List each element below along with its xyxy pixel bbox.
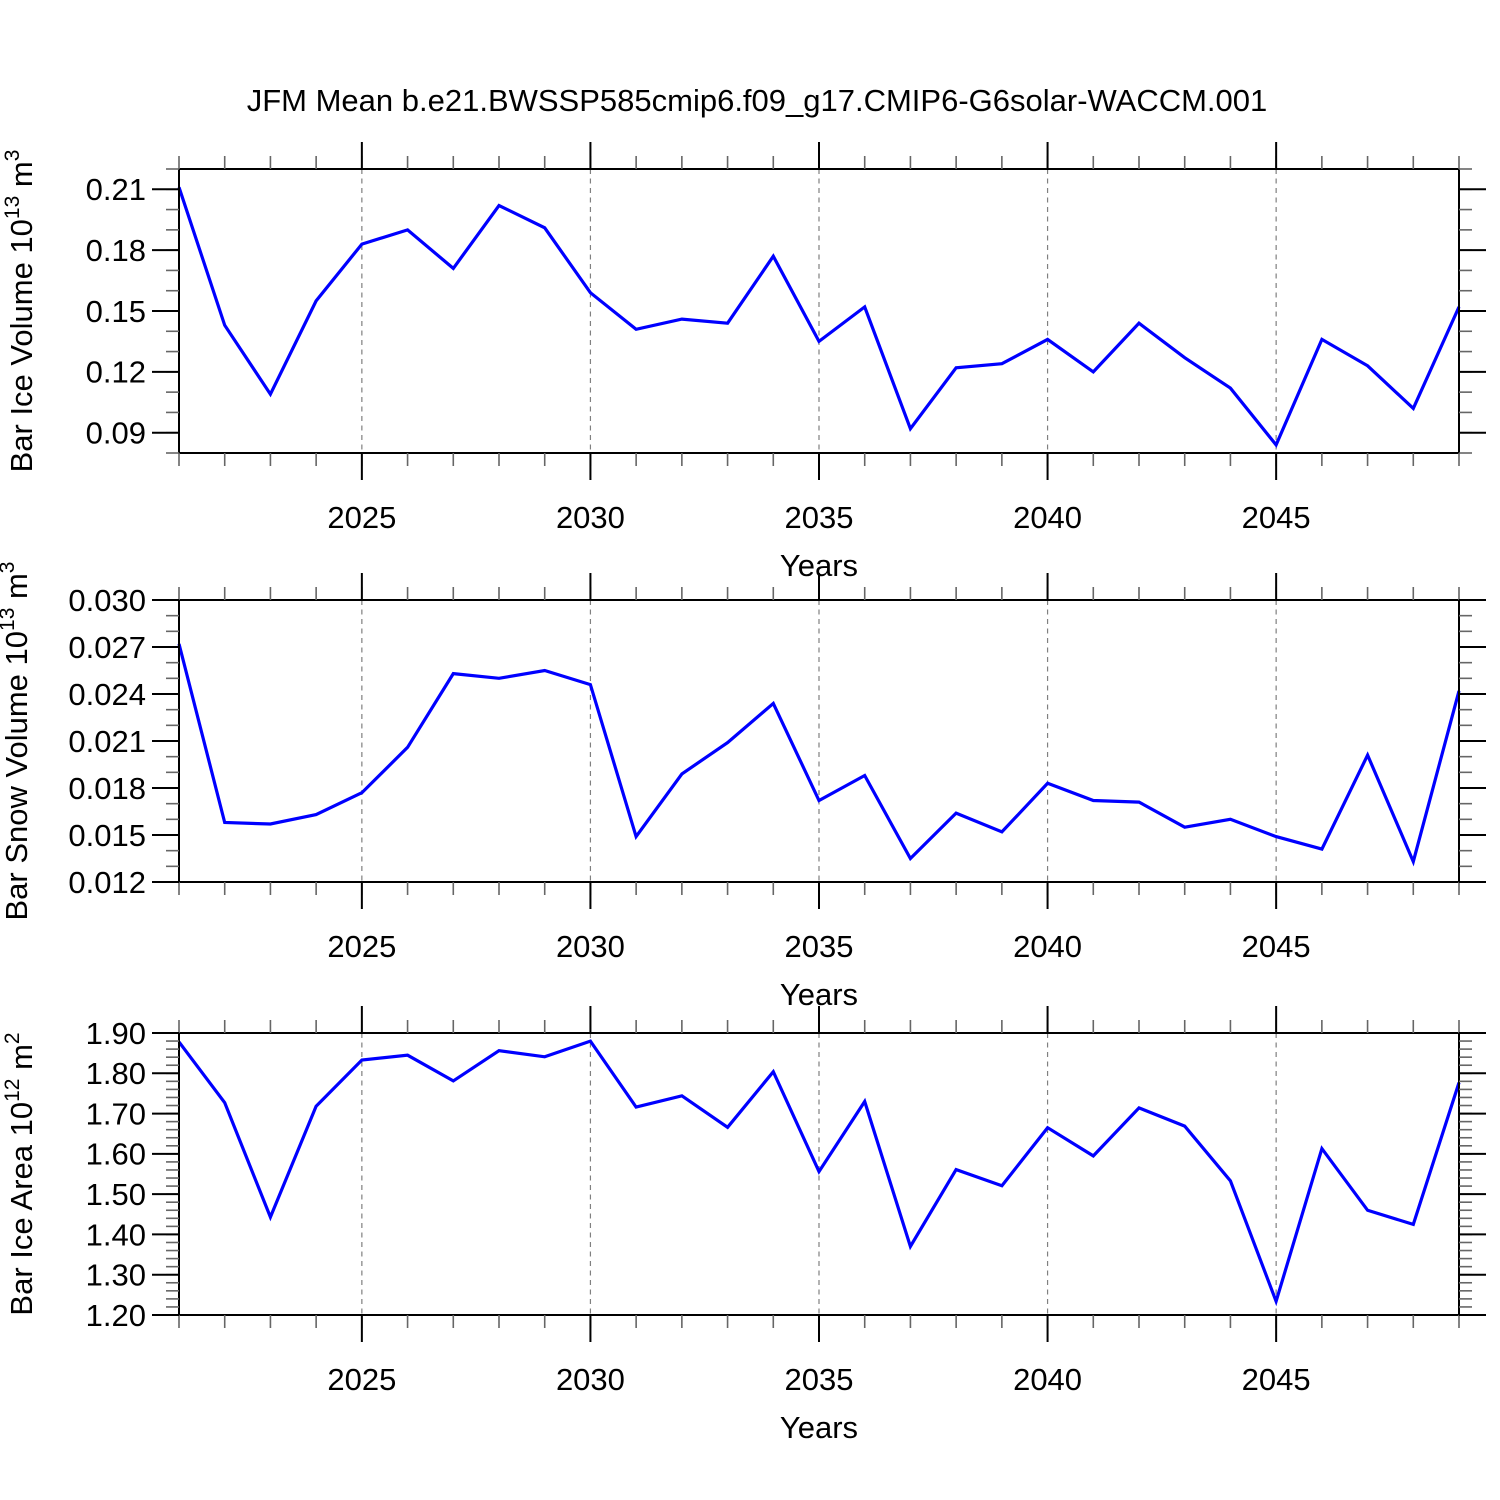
y-axis-title-text: m bbox=[4, 1044, 39, 1078]
y-tick-label: 0.021 bbox=[68, 724, 146, 759]
x-tick-label: 2040 bbox=[1013, 1362, 1082, 1397]
x-tick-label: 2030 bbox=[556, 929, 625, 964]
y-axis-title-text: m bbox=[4, 161, 39, 195]
y-axis-title-sup: 3 bbox=[1, 150, 24, 162]
data-line-bar-ice-volume bbox=[177, 186, 1461, 448]
x-tick-label: 2035 bbox=[785, 1362, 854, 1397]
y-axis-title-sup: 13 bbox=[1, 196, 24, 219]
y-axis-title-sup: 12 bbox=[1, 1079, 24, 1102]
x-tick-label: 2025 bbox=[327, 1362, 396, 1397]
x-axis-title: Years bbox=[780, 1410, 858, 1445]
x-tick-label: 2030 bbox=[556, 1362, 625, 1397]
chart-title: JFM Mean b.e21.BWSSP585cmip6.f09_g17.CMI… bbox=[247, 83, 1268, 118]
y-tick-label: 1.80 bbox=[86, 1056, 146, 1091]
y-axis-title: Bar Snow Volume 1013 m3 bbox=[0, 562, 34, 921]
y-tick-label: 0.12 bbox=[86, 355, 146, 390]
data-line-bar-ice-area bbox=[177, 1039, 1461, 1307]
x-tick-label: 2030 bbox=[556, 500, 625, 535]
y-tick-label: 0.018 bbox=[68, 771, 146, 806]
x-tick-label: 2045 bbox=[1242, 500, 1311, 535]
y-axis-title-sup: 13 bbox=[0, 608, 19, 631]
y-tick-label: 1.50 bbox=[86, 1177, 146, 1212]
y-tick-label: 1.30 bbox=[86, 1258, 146, 1293]
y-tick-label: 0.027 bbox=[68, 630, 146, 665]
y-tick-label: 0.012 bbox=[68, 865, 146, 900]
y-axis-title-text: Bar Snow Volume 10 bbox=[0, 631, 34, 921]
y-tick-label: 1.40 bbox=[86, 1217, 146, 1252]
y-tick-label: 1.20 bbox=[86, 1298, 146, 1333]
y-axis-title-text: Bar Ice Area 10 bbox=[4, 1102, 39, 1316]
x-tick-label: 2035 bbox=[785, 500, 854, 535]
x-tick-label: 2045 bbox=[1242, 929, 1311, 964]
y-tick-label: 1.70 bbox=[86, 1096, 146, 1131]
y-axis-title: Bar Ice Volume 1013 m3 bbox=[1, 150, 39, 473]
y-tick-label: 0.024 bbox=[68, 677, 146, 712]
y-axis-title: Bar Ice Area 1012 m2 bbox=[1, 1032, 39, 1315]
panel-bar-ice-area: 2025 2030 2035 2040 2045 1.20 1.30 1.40 1.50 1.60… bbox=[1, 1006, 1486, 1445]
y-axis-title-sup: 2 bbox=[1, 1032, 24, 1044]
panel-bar-snow-volume: 2025 2030 2035 2040 2045 0.012 0.015 0.018 0.021… bbox=[0, 562, 1486, 1012]
y-axis-title-text: m bbox=[0, 573, 34, 607]
x-tick-label: 2040 bbox=[1013, 500, 1082, 535]
panel-bar-ice-volume: 2025 2030 2035 2040 2045 0.09 0.12 0.15 0.18 0.21… bbox=[1, 142, 1486, 583]
y-axis-title-text: Bar Ice Volume 10 bbox=[4, 219, 39, 472]
y-tick-label: 0.21 bbox=[86, 172, 146, 207]
y-tick-label: 0.030 bbox=[68, 583, 146, 618]
y-tick-label: 0.18 bbox=[86, 233, 146, 268]
x-tick-label: 2040 bbox=[1013, 929, 1082, 964]
x-tick-label: 2045 bbox=[1242, 1362, 1311, 1397]
y-tick-label: 1.60 bbox=[86, 1137, 146, 1172]
y-tick-label: 0.015 bbox=[68, 818, 146, 853]
x-tick-label: 2025 bbox=[327, 500, 396, 535]
y-tick-label: 1.90 bbox=[86, 1016, 146, 1051]
x-tick-label: 2025 bbox=[327, 929, 396, 964]
y-tick-label: 0.15 bbox=[86, 294, 146, 329]
x-tick-label: 2035 bbox=[785, 929, 854, 964]
data-line-bar-snow-volume bbox=[177, 643, 1461, 867]
y-axis-title-sup: 3 bbox=[0, 562, 19, 574]
y-tick-label: 0.09 bbox=[86, 416, 146, 451]
